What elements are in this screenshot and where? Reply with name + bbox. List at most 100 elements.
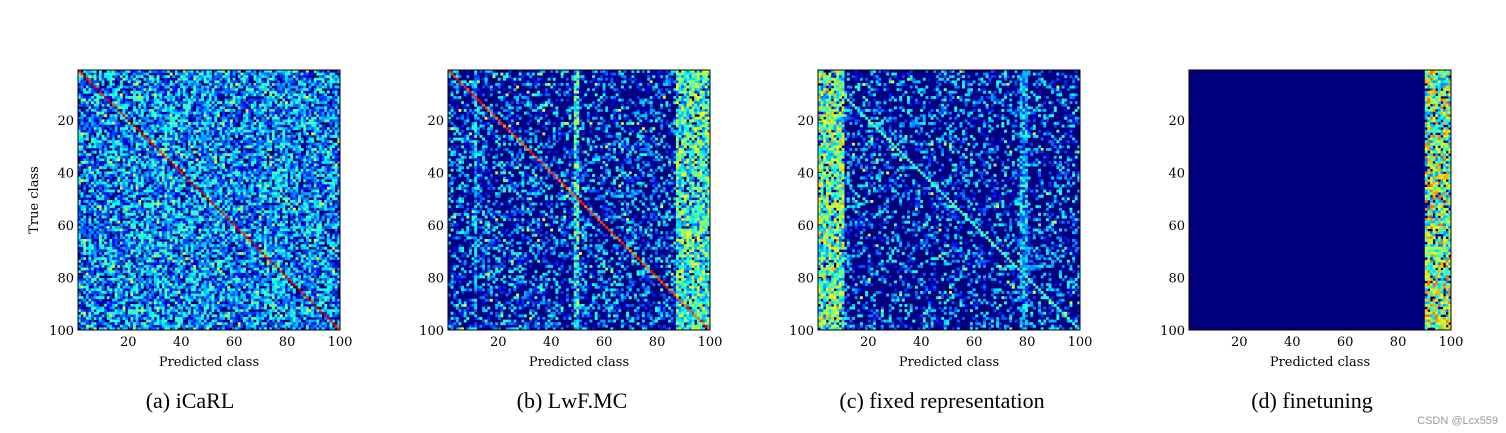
- heatmap-cell: [185, 85, 189, 89]
- heatmap-cell: [133, 140, 136, 144]
- heatmap-cell: [319, 207, 322, 211]
- heatmap-cell: [316, 210, 320, 214]
- heatmap-cell: [264, 72, 267, 76]
- heatmap-cell: [117, 155, 121, 159]
- heatmap-cell: [237, 192, 241, 196]
- heatmap-cell: [91, 122, 95, 125]
- heatmap-cell: [240, 166, 244, 170]
- heatmap-cell: [266, 168, 270, 172]
- heatmap-cell: [235, 161, 239, 164]
- heatmap-cell: [214, 223, 218, 227]
- heatmap-cell: [177, 88, 181, 92]
- heatmap-cell: [167, 124, 170, 128]
- heatmap-cell: [321, 187, 325, 190]
- heatmap-cell: [284, 70, 288, 73]
- heatmap-cell: [127, 93, 131, 97]
- heatmap-cell: [140, 132, 144, 136]
- heatmap-cell: [243, 114, 246, 118]
- heatmap-cell: [311, 210, 315, 214]
- heatmap-cell: [229, 161, 233, 164]
- heatmap-cell: [224, 179, 228, 183]
- heatmap-cell: [324, 85, 328, 89]
- heatmap-cell: [264, 194, 267, 198]
- heatmap-cell: [211, 90, 215, 94]
- heatmap-cell: [319, 163, 322, 167]
- heatmap-cell: [174, 124, 178, 128]
- heatmap-cell: [332, 207, 336, 211]
- heatmap-cell: [243, 215, 246, 219]
- heatmap-cell: [127, 220, 131, 224]
- heatmap-cell: [133, 205, 136, 209]
- heatmap-cell: [319, 223, 322, 227]
- heatmap-cell: [153, 168, 157, 172]
- heatmap-cell: [292, 70, 296, 73]
- heatmap-cell: [135, 119, 139, 123]
- heatmap-cell: [117, 239, 121, 242]
- heatmap-cell: [224, 239, 228, 242]
- heatmap-cell: [264, 171, 267, 175]
- heatmap-cell: [216, 181, 220, 185]
- heatmap-cell: [214, 83, 218, 86]
- heatmap-cell: [266, 181, 270, 185]
- heatmap-cell: [326, 98, 330, 102]
- heatmap-cell: [125, 174, 129, 177]
- heatmap-cell: [151, 161, 155, 164]
- heatmap-cell: [88, 145, 92, 149]
- heatmap-cell: [106, 137, 110, 141]
- heatmap-cell: [195, 93, 199, 97]
- heatmap-cell: [109, 140, 113, 144]
- heatmap-cell: [274, 129, 278, 133]
- heatmap-cell: [284, 158, 288, 162]
- heatmap-cell: [140, 192, 144, 196]
- heatmap-cell: [206, 194, 210, 198]
- heatmap-cell: [190, 135, 194, 138]
- heatmap-cell: [240, 132, 244, 136]
- heatmap-cell: [277, 210, 281, 214]
- heatmap-cell: [143, 127, 147, 131]
- heatmap-cell: [222, 228, 226, 232]
- heatmap-cell: [135, 80, 139, 84]
- heatmap-cell: [146, 114, 150, 118]
- heatmap-cell: [282, 98, 286, 102]
- heatmap-cell: [214, 90, 218, 94]
- heatmap-cell: [206, 132, 210, 136]
- heatmap-cell: [109, 93, 113, 97]
- heatmap-cell: [214, 200, 218, 203]
- heatmap-cell: [174, 187, 178, 190]
- heatmap-cell: [237, 111, 241, 115]
- heatmap-cell: [287, 179, 291, 183]
- heatmap-cell: [235, 80, 239, 84]
- heatmap-cell: [146, 236, 150, 240]
- heatmap-cell: [153, 70, 157, 73]
- heatmap-cell: [321, 85, 325, 89]
- heatmap-cell: [117, 96, 121, 99]
- heatmap-cell: [326, 184, 330, 188]
- heatmap-cell: [182, 119, 186, 123]
- heatmap-cell: [83, 122, 87, 125]
- heatmap-cell: [130, 140, 134, 144]
- heatmap-cell: [156, 93, 160, 97]
- heatmap-cell: [177, 155, 181, 159]
- heatmap-cell: [329, 75, 333, 79]
- heatmap-cell: [243, 192, 246, 196]
- heatmap-cell: [159, 168, 163, 172]
- heatmap-cell: [284, 101, 288, 105]
- heatmap-cell: [172, 101, 176, 105]
- heatmap-cell: [109, 101, 113, 105]
- heatmap-cell: [203, 132, 207, 136]
- heatmap-cell: [209, 137, 212, 141]
- heatmap-cell: [292, 218, 296, 222]
- heatmap-cell: [159, 205, 163, 209]
- heatmap-cell: [290, 236, 294, 240]
- heatmap-cell: [316, 218, 320, 222]
- heatmap-cell: [106, 88, 110, 92]
- heatmap-cell: [91, 88, 95, 92]
- heatmap-cell: [206, 166, 210, 170]
- heatmap-cell: [321, 116, 325, 120]
- heatmap-cell: [125, 127, 129, 131]
- heatmap-cell: [167, 155, 170, 159]
- heatmap-cell: [321, 150, 325, 154]
- heatmap-cell: [135, 75, 139, 79]
- heatmap-cell: [321, 166, 325, 170]
- heatmap-cell: [250, 124, 254, 128]
